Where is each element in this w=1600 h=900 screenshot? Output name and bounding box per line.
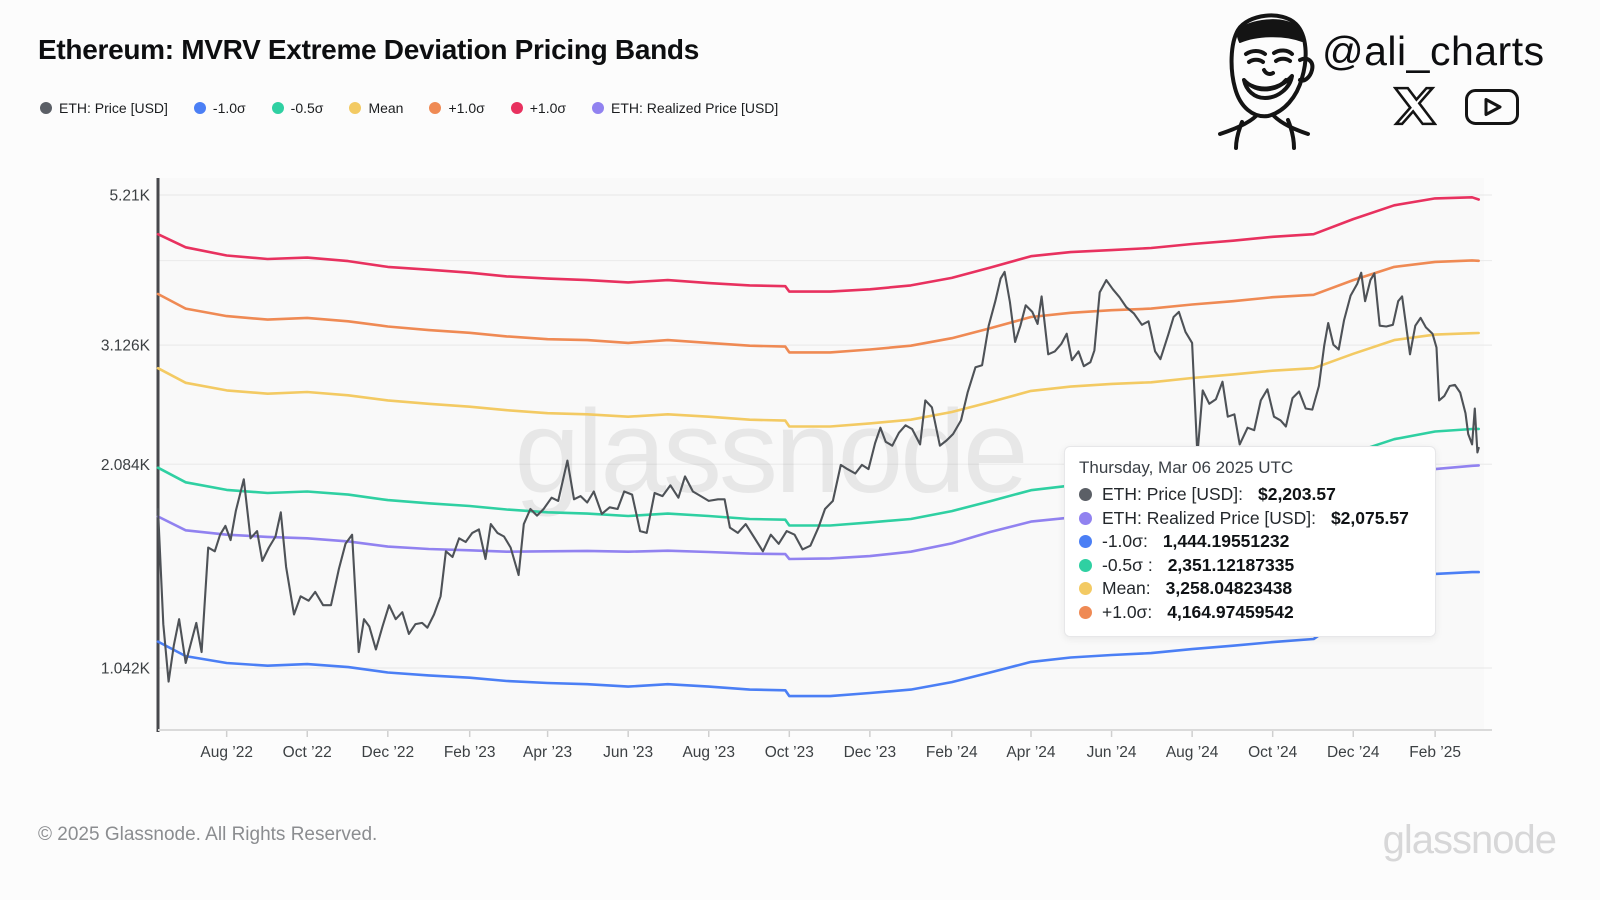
series-mean xyxy=(156,331,1480,428)
legend-item[interactable]: Mean xyxy=(349,100,403,116)
chart-legend: ETH: Price [USD] -1.0σ -0.5σ Mean +1.0σ +1.0σ… xyxy=(40,100,778,116)
legend-item[interactable]: ETH: Realized Price [USD] xyxy=(592,100,778,116)
tooltip-row: ETH: Realized Price [USD]: $2,075.57 xyxy=(1079,507,1419,531)
legend-dot-icon xyxy=(592,102,605,114)
glassnode-logo: glassnode xyxy=(1382,818,1557,862)
hover-tooltip: Thursday, Mar 06 2025 UTC ETH: Price [US… xyxy=(1064,446,1436,637)
x-axis-label: Aug ’22 xyxy=(200,744,253,761)
series-plus1sigma-upper xyxy=(156,196,1480,293)
brand-handle: @ali_charts xyxy=(1322,28,1545,74)
x-axis-label: Apr ’23 xyxy=(523,744,572,761)
x-axis-label: Dec ’24 xyxy=(1327,744,1380,761)
x-axis-label: Feb ’25 xyxy=(1409,744,1461,761)
tooltip-date: Thursday, Mar 06 2025 UTC xyxy=(1079,458,1294,477)
y-axis-label: 5.21K xyxy=(109,188,150,205)
legend-label: +1.0σ xyxy=(448,100,485,116)
page-title: Ethereum: MVRV Extreme Deviation Pricing… xyxy=(38,34,699,65)
legend-dot-icon xyxy=(40,102,52,114)
series-plus1sigma xyxy=(156,259,1480,354)
tooltip-dot-icon xyxy=(1079,558,1092,572)
tooltip-dot-icon xyxy=(1079,605,1092,619)
x-axis-label: Aug ’24 xyxy=(1166,744,1219,761)
legend-dot-icon xyxy=(349,102,362,114)
tooltip-dot-icon xyxy=(1079,511,1092,525)
watermark: glassnode xyxy=(515,386,1026,518)
legend-dot-icon xyxy=(510,102,523,114)
legend-dot-icon xyxy=(271,102,284,114)
legend-dot-icon xyxy=(193,102,206,114)
legend-label: -0.5σ xyxy=(290,100,324,116)
y-axis-label: 3.126K xyxy=(101,338,151,355)
legend-dot-icon xyxy=(429,102,442,114)
legend-item[interactable]: ETH: Price [USD] xyxy=(40,100,168,116)
x-axis-label: Feb ’23 xyxy=(444,744,496,761)
copyright-text: © 2025 Glassnode. All Rights Reserved. xyxy=(38,824,378,845)
x-axis-label: Oct ’24 xyxy=(1248,744,1297,761)
series-minus1sigma xyxy=(156,570,1480,698)
x-axis-label: Oct ’22 xyxy=(283,744,332,761)
x-axis-label: Feb ’24 xyxy=(926,744,978,761)
legend-item[interactable]: +1.0σ xyxy=(510,100,567,116)
legend-label: -1.0σ xyxy=(212,100,246,116)
tooltip-dot-icon xyxy=(1079,535,1092,549)
x-axis-label: Dec ’22 xyxy=(362,744,415,761)
tooltip-row: -1.0σ: 1,444.19551232 xyxy=(1079,530,1419,554)
x-axis-label: Jun ’24 xyxy=(1087,744,1137,761)
tooltip-row: -0.5σ :2,351.12187335 xyxy=(1079,554,1419,578)
tooltip-dot-icon xyxy=(1079,582,1092,596)
x-axis-label: Dec ’23 xyxy=(844,744,897,761)
x-axis-label: Aug ’23 xyxy=(682,744,735,761)
x-twitter-icon[interactable] xyxy=(1393,84,1437,128)
y-axis-label: 2.084K xyxy=(101,457,151,474)
legend-item[interactable]: -0.5σ xyxy=(271,100,324,116)
legend-label: ETH: Price [USD] xyxy=(59,100,168,116)
tooltip-row: +1.0σ: 4,164.97459542 xyxy=(1079,601,1419,625)
brand-block: @ali_charts xyxy=(1180,0,1600,160)
legend-item[interactable]: -1.0σ xyxy=(193,100,246,116)
tooltip-row: Mean: 3,258.04823438 xyxy=(1079,577,1419,601)
tooltip-dot-icon xyxy=(1079,488,1092,502)
x-axis-label: Jun ’23 xyxy=(603,744,653,761)
legend-item[interactable]: +1.0σ xyxy=(429,100,485,116)
youtube-icon[interactable] xyxy=(1464,88,1520,126)
x-axis-label: Apr ’24 xyxy=(1006,744,1055,761)
x-axis-label: Oct ’23 xyxy=(765,744,814,761)
legend-label: +1.0σ xyxy=(529,100,567,116)
tooltip-row: ETH: Price [USD]: $2,203.57 xyxy=(1079,483,1419,507)
legend-label: ETH: Realized Price [USD] xyxy=(611,100,779,116)
legend-label: Mean xyxy=(368,100,404,116)
y-axis-label: 1.042K xyxy=(101,660,151,677)
avatar-sketch-icon xyxy=(1218,13,1315,150)
series-eth-price xyxy=(156,270,1480,683)
